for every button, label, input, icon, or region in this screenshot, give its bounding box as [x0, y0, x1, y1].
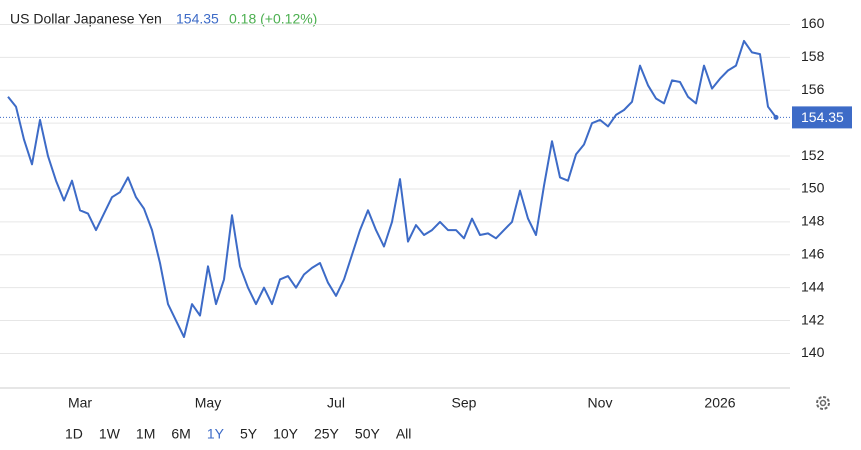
last-price-box: [792, 106, 852, 129]
x-tick-label: Jul: [327, 395, 345, 411]
x-tick-label: Mar: [68, 395, 92, 411]
y-tick-label: 150: [801, 180, 825, 196]
y-tick-label: 152: [801, 147, 825, 163]
x-tick-label: 2026: [704, 395, 735, 411]
range-button[interactable]: 1Y: [207, 426, 225, 442]
y-tick-label: 144: [801, 278, 825, 294]
y-tick-label: 146: [801, 245, 825, 261]
range-button[interactable]: 1W: [99, 426, 121, 442]
price-line: [7, 39, 777, 338]
settings-icon[interactable]: [816, 396, 830, 410]
header-change: 0.18 (+0.12%): [229, 11, 317, 27]
range-button[interactable]: 6M: [171, 426, 190, 442]
y-tick-label: 158: [801, 48, 825, 64]
x-tick-label: May: [195, 395, 221, 411]
y-tick-label: 142: [801, 311, 825, 327]
range-button[interactable]: 50Y: [355, 426, 381, 442]
x-tick-label: Sep: [452, 395, 477, 411]
range-button[interactable]: 25Y: [314, 426, 340, 442]
range-button[interactable]: 10Y: [273, 426, 299, 442]
last-point: [773, 114, 779, 120]
chart-title: US Dollar Japanese Yen: [10, 11, 162, 27]
range-button[interactable]: All: [396, 426, 412, 442]
x-tick-label: Nov: [588, 395, 613, 411]
y-tick-label: 140: [801, 344, 825, 360]
y-tick-label: 148: [801, 213, 825, 229]
header-price: 154.35: [176, 11, 219, 27]
range-button[interactable]: 1M: [136, 426, 155, 442]
range-button[interactable]: 5Y: [240, 426, 258, 442]
y-tick-label: 160: [801, 15, 825, 31]
range-button[interactable]: 1D: [65, 426, 83, 442]
y-tick-label: 156: [801, 81, 825, 97]
last-price-label: 154.35: [801, 109, 844, 125]
